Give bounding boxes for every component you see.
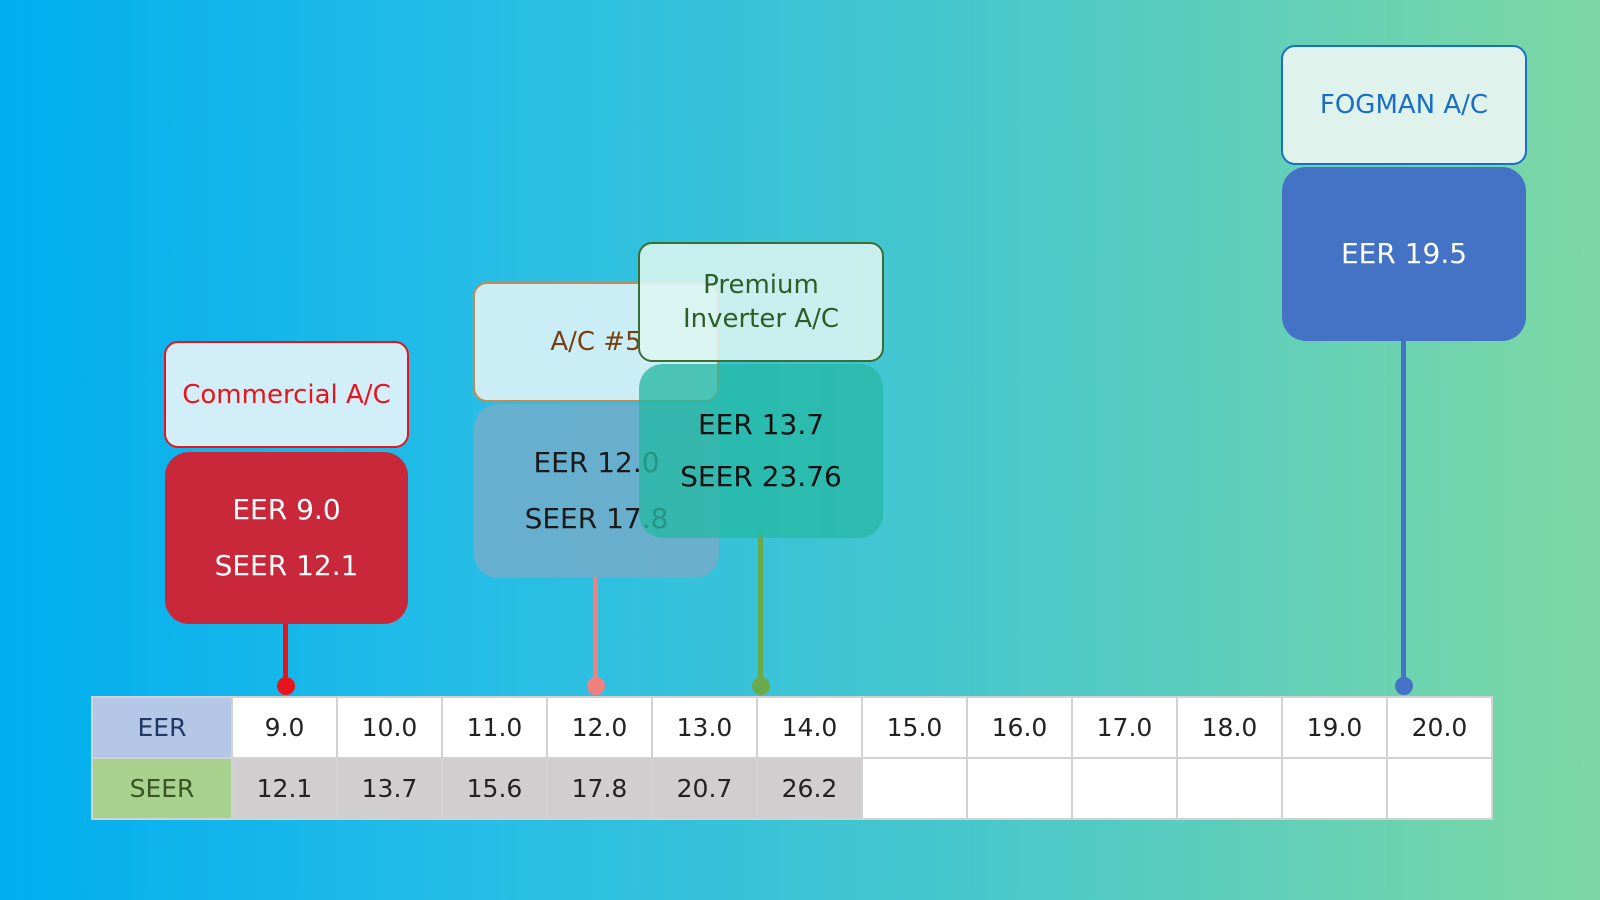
premium-name: Premium Inverter A/C [682, 270, 840, 334]
premium-rating-box: EER 13.7 SEER 23.76 [639, 364, 883, 538]
seer-cell: 13.7 [336, 757, 443, 820]
eer-cell: 20.0 [1386, 696, 1493, 759]
seer-row-header: SEER [91, 757, 233, 820]
seer-cell: 26.2 [756, 757, 863, 820]
eer-row-header: EER [91, 696, 233, 759]
premium-title-box: Premium Inverter A/C [638, 242, 884, 362]
seer-cell-empty [966, 757, 1073, 820]
seer-row: SEER 12.1 13.7 15.6 17.8 20.7 26.2 [91, 757, 1493, 820]
fogman-name: FOGMAN A/C [1319, 90, 1489, 120]
ac5-eer-marker [587, 677, 605, 695]
seer-cell: 17.8 [546, 757, 653, 820]
seer-cell-empty [1281, 757, 1388, 820]
premium-eer: EER 13.7 [697, 408, 825, 441]
fogman-rating-box: EER 19.5 [1282, 167, 1526, 341]
commercial-name: Commercial A/C [182, 379, 391, 410]
seer-cell-empty [1386, 757, 1493, 820]
eer-cell: 18.0 [1176, 696, 1283, 759]
eer-cell: 9.0 [231, 696, 338, 759]
fogman-stem [1401, 338, 1406, 682]
commercial-title-box: Commercial A/C [164, 341, 409, 448]
eer-cell: 12.0 [546, 696, 653, 759]
eer-cell: 17.0 [1071, 696, 1178, 759]
eer-cell: 19.0 [1281, 696, 1388, 759]
seer-cell-empty [1176, 757, 1283, 820]
seer-cell: 12.1 [231, 757, 338, 820]
premium-seer: SEER 23.76 [680, 460, 842, 493]
eer-cell: 13.0 [651, 696, 758, 759]
commercial-eer-marker [277, 677, 295, 695]
seer-cell-empty [861, 757, 968, 820]
fogman-eer: EER 19.5 [1340, 237, 1468, 270]
seer-cell: 15.6 [441, 757, 548, 820]
eer-cell: 10.0 [336, 696, 443, 759]
seer-cell-empty [1071, 757, 1178, 820]
eer-cell: 15.0 [861, 696, 968, 759]
ac5-eer: EER 12.0 [533, 446, 660, 479]
eer-cell: 11.0 [441, 696, 548, 759]
eer-row: EER 9.0 10.0 11.0 12.0 13.0 14.0 15.0 16… [91, 696, 1493, 759]
fogman-eer-marker [1395, 677, 1413, 695]
commercial-eer: EER 9.0 [232, 493, 341, 526]
eer-cell: 16.0 [966, 696, 1073, 759]
premium-stem [758, 534, 763, 682]
premium-eer-marker [752, 677, 770, 695]
eer-cell: 14.0 [756, 696, 863, 759]
commercial-seer: SEER 12.1 [214, 549, 359, 582]
eer-seer-scale-table: EER 9.0 10.0 11.0 12.0 13.0 14.0 15.0 16… [91, 696, 1493, 820]
ac5-stem [593, 575, 598, 682]
commercial-rating-box: EER 9.0 SEER 12.1 [165, 452, 408, 624]
seer-cell: 20.7 [651, 757, 758, 820]
ac5-name: A/C #5 [550, 327, 642, 357]
fogman-title-box: FOGMAN A/C [1281, 45, 1527, 165]
commercial-stem [283, 622, 288, 682]
